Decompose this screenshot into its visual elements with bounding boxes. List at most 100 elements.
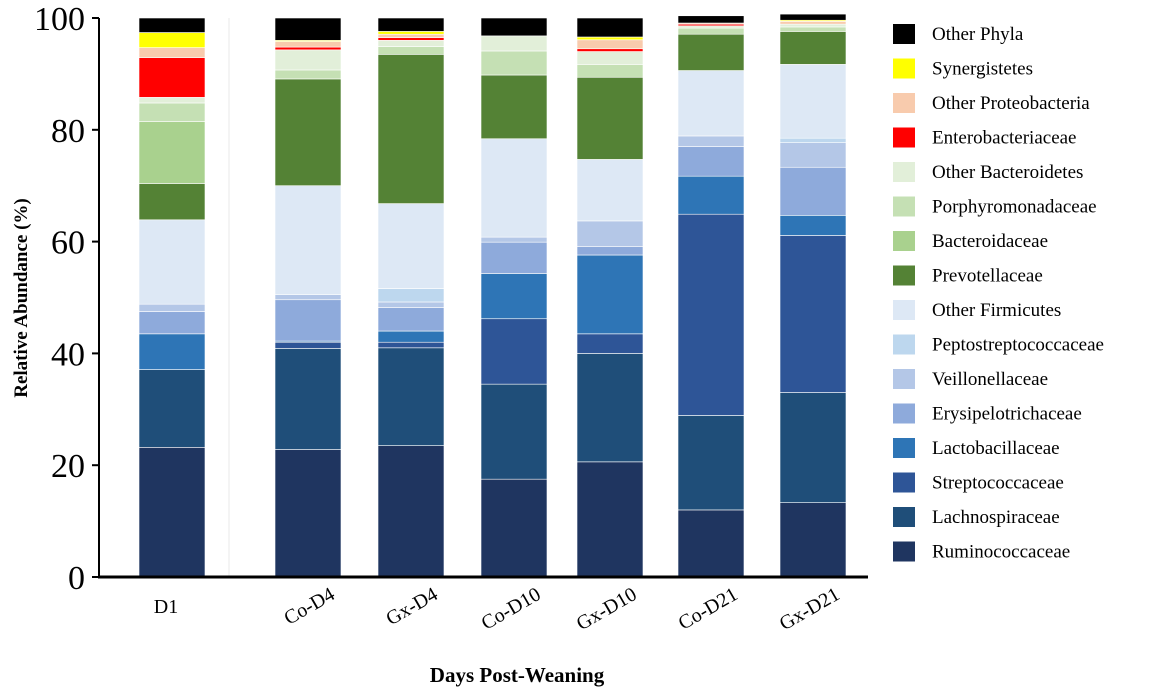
legend-swatch <box>893 127 915 148</box>
legend-swatch <box>893 334 915 355</box>
bar-segment <box>677 27 745 35</box>
bar-segment <box>779 392 847 503</box>
bar-segment <box>677 415 745 511</box>
bar-segment <box>576 51 644 65</box>
bar-segment <box>138 303 206 312</box>
bar-segment <box>779 235 847 393</box>
bar-segment <box>480 383 548 480</box>
legend-swatch <box>893 438 915 458</box>
bar-segment <box>274 185 342 296</box>
bar-segment <box>274 78 342 186</box>
legend-label: Synergistetes <box>932 59 1033 80</box>
bar-segment <box>677 213 745 416</box>
bar-segment <box>138 311 206 335</box>
bar-segment <box>576 353 644 463</box>
legend-label: Lachnospiraceae <box>932 507 1060 528</box>
bar-segment <box>480 50 548 76</box>
legend-swatch <box>893 300 915 320</box>
legend-label: Peptostreptococcaceae <box>932 335 1104 356</box>
bar-segment <box>377 341 445 349</box>
bar-segment <box>779 502 847 578</box>
bar-segment <box>377 31 445 35</box>
bar-segment <box>377 54 445 204</box>
bar-segment <box>779 215 847 236</box>
bar-segment <box>677 70 745 137</box>
bar-segment <box>576 39 644 50</box>
bar-segment <box>377 301 445 308</box>
legend-swatch <box>893 93 915 113</box>
bar-segment <box>480 273 548 320</box>
bar-segment <box>138 183 206 221</box>
legend-label: Lactobacillaceae <box>932 438 1060 459</box>
bar-segment <box>138 121 206 184</box>
bar-segment <box>138 32 206 48</box>
bar-segment <box>576 17 644 38</box>
legend-label: Porphyromonadaceae <box>932 197 1097 218</box>
legend: Other Phyla Synergistetes Other Proteobact… <box>893 24 1104 563</box>
bar-segment <box>779 21 847 25</box>
legend-label: Other Bacteroidetes <box>932 162 1083 183</box>
bar-segment <box>677 33 745 71</box>
legend-swatch <box>893 162 915 182</box>
bar-segment <box>480 236 548 243</box>
x-tick-label: D1 <box>154 596 178 618</box>
bar-segment <box>576 36 644 41</box>
bar-segment <box>779 137 847 143</box>
legend-swatch <box>893 369 915 389</box>
x-tick-label: Co-D4 <box>280 583 338 629</box>
bar-segment <box>138 102 206 122</box>
bar-segment <box>274 17 342 41</box>
legend-label: Other Firmicutes <box>932 300 1061 321</box>
bar-segment <box>480 318 548 385</box>
bar-segment <box>576 48 644 52</box>
bar-segment <box>677 175 745 215</box>
bar-segment <box>377 203 445 289</box>
bar-segment <box>480 74 548 140</box>
bar-segment <box>779 64 847 139</box>
bar-segment <box>377 445 445 578</box>
legend-label: Erysipelotrichaceae <box>932 404 1082 425</box>
x-tick-label: Gx-D10 <box>573 583 641 635</box>
bar-segment <box>274 348 342 450</box>
bar-segment <box>274 341 342 349</box>
bar-segment <box>576 254 644 335</box>
bar-segment <box>274 46 342 51</box>
legend-label: Other Proteobacteria <box>932 93 1090 114</box>
y-axis-title: Relative Abundance (%) <box>11 198 32 398</box>
bar-segment <box>779 26 847 32</box>
legend-swatch <box>893 231 915 251</box>
bar-segment <box>274 294 342 301</box>
y-tick-label: 40 <box>51 336 85 373</box>
bar-segment <box>377 37 445 41</box>
legend-swatch <box>893 58 915 79</box>
legend-label: Other Phyla <box>932 24 1024 45</box>
y-tick-label: 0 <box>68 560 85 597</box>
bar-segment <box>677 15 745 24</box>
bar-segment <box>138 447 206 578</box>
legend-label: Veillonellaceae <box>932 369 1048 390</box>
bar-segment <box>377 33 445 38</box>
bar-segment <box>779 31 847 65</box>
y-tick-label: 20 <box>51 448 85 485</box>
bar-segment <box>138 57 206 98</box>
bar-segment <box>138 333 206 370</box>
bar-group <box>138 13 847 578</box>
bar-segment <box>779 142 847 168</box>
legend-swatch <box>893 403 915 424</box>
x-tick-label: Gx-D4 <box>382 583 441 630</box>
bar-segment <box>274 41 342 48</box>
x-tick-label: Gx-D21 <box>776 583 844 635</box>
bar-segment <box>138 97 206 104</box>
bar-segment <box>779 166 847 216</box>
bar-segment <box>779 23 847 28</box>
bar-segment <box>480 138 548 238</box>
x-axis-title: Days Post-Weaning <box>430 663 605 687</box>
bar-segment <box>480 241 548 274</box>
bar-segment <box>377 40 445 47</box>
bar-segment <box>677 509 745 578</box>
legend-label: Prevotellaceae <box>932 266 1043 287</box>
bar-segment <box>138 17 206 33</box>
y-tick-label: 60 <box>51 225 85 262</box>
bar-segment <box>138 369 206 448</box>
